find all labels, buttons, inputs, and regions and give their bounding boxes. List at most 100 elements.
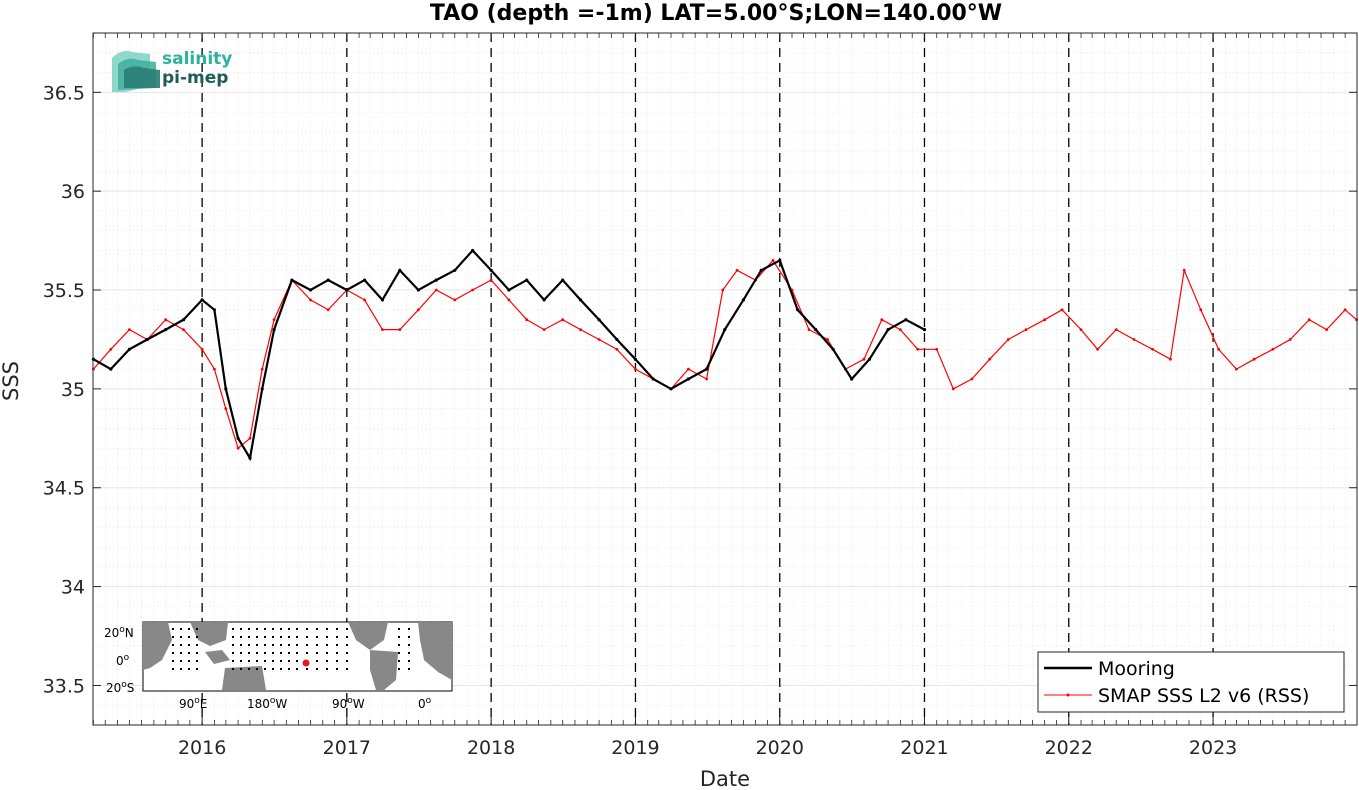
mooring-point — [260, 387, 264, 391]
inset-dot — [196, 628, 198, 630]
logo-line-1: salinity — [162, 49, 232, 69]
inset-dot — [232, 644, 234, 646]
inset-dot — [316, 628, 318, 630]
smap-point — [705, 377, 708, 381]
inset-dot — [288, 644, 290, 646]
inset-dot — [326, 628, 328, 630]
inset-dot — [280, 668, 282, 670]
smap-point — [880, 318, 884, 322]
mooring-point — [542, 298, 546, 302]
inset-dot — [172, 652, 174, 654]
inset-location-marker-icon — [302, 659, 310, 667]
inset-dot — [336, 668, 338, 670]
smap-point — [489, 278, 493, 282]
inset-dot — [172, 644, 174, 646]
inset-dot — [272, 660, 274, 662]
inset-dot — [280, 628, 282, 630]
smap-point — [1182, 268, 1186, 272]
inset-dot — [232, 652, 234, 654]
smap-point — [1060, 308, 1064, 312]
inset-dot — [346, 636, 348, 638]
smap-point — [1325, 328, 1328, 331]
inset-dot — [408, 668, 410, 670]
inset-dot — [316, 644, 318, 646]
mooring-point — [850, 377, 854, 381]
inset-dot — [280, 644, 282, 646]
inset-mooring-dots — [172, 628, 410, 670]
smap-point — [182, 328, 185, 331]
smap-point — [916, 347, 920, 351]
inset-dot — [398, 628, 400, 630]
inset-dot — [172, 628, 174, 630]
inset-dot — [288, 660, 290, 662]
mooring-point — [127, 347, 131, 351]
smap-point — [127, 328, 131, 331]
smap-point — [1288, 338, 1292, 341]
mooring-point — [561, 278, 565, 282]
smap-point — [417, 308, 420, 312]
inset-dot — [316, 652, 318, 654]
mooring-point — [200, 298, 204, 302]
mooring-point — [345, 288, 349, 292]
inset-dot — [408, 628, 410, 630]
x-tick-label: 2021 — [900, 737, 948, 759]
smap-point — [326, 308, 330, 312]
mooring-point — [597, 318, 601, 322]
inset-dot — [248, 644, 250, 646]
inset-dot — [398, 668, 400, 670]
inset-dot — [196, 636, 198, 638]
inset-dot — [398, 660, 400, 662]
inset-dot — [336, 636, 338, 638]
inset-dot — [336, 628, 338, 630]
inset-lon-label-90w: 90oW — [332, 696, 365, 711]
inset-dot — [398, 644, 400, 646]
inset-dot — [306, 668, 308, 670]
inset-lat-label-20n: 20oN — [104, 625, 134, 640]
inset-dot — [346, 652, 348, 654]
inset-dot — [180, 628, 182, 630]
x-tick-label: 2019 — [611, 737, 659, 759]
y-axis-ticks: 33.5 34 34.5 35 35.5 36 36.5 — [43, 82, 1357, 697]
mooring-point — [759, 268, 763, 272]
x-tick-label: 2016 — [178, 737, 226, 759]
inset-dot — [264, 652, 266, 654]
inset-dot — [172, 660, 174, 662]
mooring-point — [615, 337, 619, 342]
inset-dot — [288, 668, 290, 670]
mooring-point — [633, 357, 638, 361]
mooring-point — [741, 298, 746, 302]
smap-point — [807, 328, 811, 331]
mooring-point — [705, 367, 709, 371]
inset-dot — [288, 652, 290, 654]
mooring-point — [145, 337, 149, 342]
inset-dot — [264, 644, 266, 646]
inset-dot — [288, 628, 290, 630]
y-tick-label: 35 — [61, 379, 85, 401]
smap-point — [1079, 328, 1083, 331]
inset-dot — [296, 628, 298, 630]
smap-point — [1006, 338, 1010, 341]
mooring-point — [272, 328, 276, 332]
inset-dot — [232, 628, 234, 630]
legend: Mooring SMAP SSS L2 v6 (RSS) — [1037, 651, 1345, 713]
inset-dot — [272, 652, 274, 654]
smap-point — [862, 357, 866, 361]
inset-dot — [256, 660, 258, 662]
x-tick-label: 2017 — [323, 737, 371, 759]
smap-point — [561, 318, 565, 322]
mooring-point — [814, 328, 818, 332]
inset-dot — [272, 668, 274, 670]
mooring-point — [164, 328, 168, 332]
smap-point — [236, 446, 240, 450]
smap-point — [398, 328, 402, 331]
inset-dot — [306, 628, 308, 630]
inset-dot — [326, 652, 328, 654]
inset-dot — [316, 636, 318, 638]
x-tick-label: 2022 — [1045, 737, 1093, 759]
smap-point — [1043, 318, 1047, 322]
mooring-point — [453, 268, 457, 272]
inset-land-asia — [190, 622, 228, 646]
logo-wave-dark-icon — [124, 66, 160, 88]
smap-point — [200, 347, 204, 351]
